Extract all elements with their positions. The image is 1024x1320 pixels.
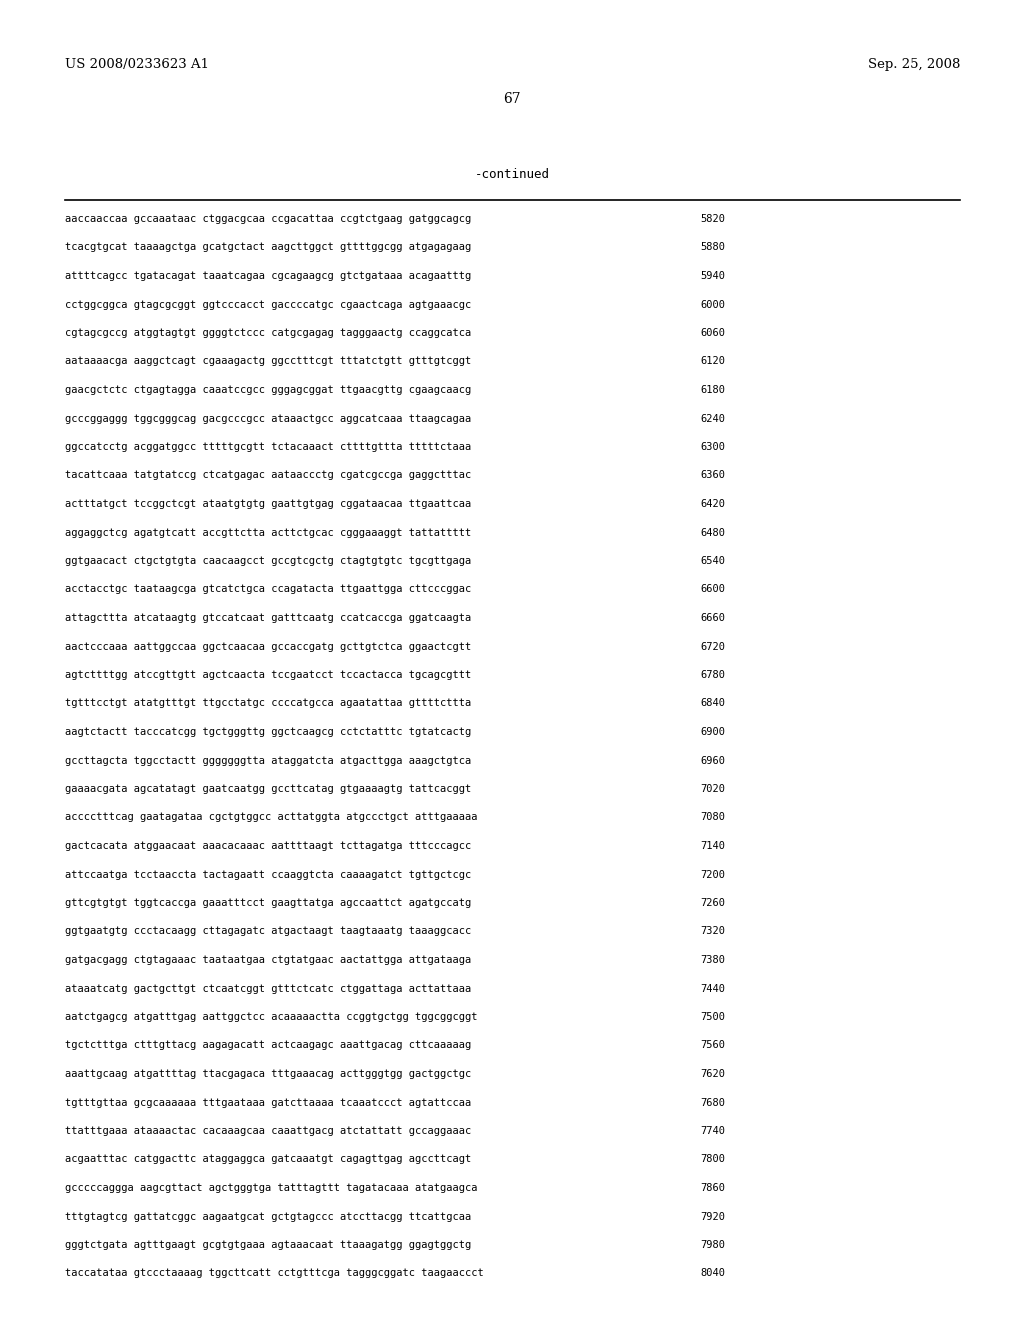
Text: 7740: 7740 xyxy=(700,1126,725,1137)
Text: attagcttta atcataagtg gtccatcaat gatttcaatg ccatcaccga ggatcaagta: attagcttta atcataagtg gtccatcaat gatttca… xyxy=(65,612,471,623)
Text: 5820: 5820 xyxy=(700,214,725,224)
Text: 6900: 6900 xyxy=(700,727,725,737)
Text: ggccatcctg acggatggcc tttttgcgtt tctacaaact cttttgttta tttttctaaa: ggccatcctg acggatggcc tttttgcgtt tctacaa… xyxy=(65,442,471,451)
Text: aactcccaaa aattggccaa ggctcaacaa gccaccgatg gcttgtctca ggaactcgtt: aactcccaaa aattggccaa ggctcaacaa gccaccg… xyxy=(65,642,471,652)
Text: 6720: 6720 xyxy=(700,642,725,652)
Text: 6120: 6120 xyxy=(700,356,725,367)
Text: aataaaacga aaggctcagt cgaaagactg ggcctttcgt tttatctgtt gtttgtcggt: aataaaacga aaggctcagt cgaaagactg ggccttt… xyxy=(65,356,471,367)
Text: 7800: 7800 xyxy=(700,1155,725,1164)
Text: 7860: 7860 xyxy=(700,1183,725,1193)
Text: tttgtagtcg gattatcggc aagaatgcat gctgtagccc atccttacgg ttcattgcaa: tttgtagtcg gattatcggc aagaatgcat gctgtag… xyxy=(65,1212,471,1221)
Text: 6600: 6600 xyxy=(700,585,725,594)
Text: 6960: 6960 xyxy=(700,755,725,766)
Text: agtcttttgg atccgttgtt agctcaacta tccgaatcct tccactacca tgcagcgttt: agtcttttgg atccgttgtt agctcaacta tccgaat… xyxy=(65,671,471,680)
Text: 7260: 7260 xyxy=(700,898,725,908)
Text: gggtctgata agtttgaagt gcgtgtgaaa agtaaacaat ttaaagatgg ggagtggctg: gggtctgata agtttgaagt gcgtgtgaaa agtaaac… xyxy=(65,1239,471,1250)
Text: Sep. 25, 2008: Sep. 25, 2008 xyxy=(867,58,961,71)
Text: 7500: 7500 xyxy=(700,1012,725,1022)
Text: 6000: 6000 xyxy=(700,300,725,309)
Text: 6240: 6240 xyxy=(700,413,725,424)
Text: ttatttgaaa ataaaactac cacaaagcaa caaattgacg atctattatt gccaggaaac: ttatttgaaa ataaaactac cacaaagcaa caaattg… xyxy=(65,1126,471,1137)
Text: 6540: 6540 xyxy=(700,556,725,566)
Text: attccaatga tcctaaccta tactagaatt ccaaggtcta caaaagatct tgttgctcgc: attccaatga tcctaaccta tactagaatt ccaaggt… xyxy=(65,870,471,879)
Text: 8040: 8040 xyxy=(700,1269,725,1279)
Text: aggaggctcg agatgtcatt accgttctta acttctgcac cgggaaaggt tattattttt: aggaggctcg agatgtcatt accgttctta acttctg… xyxy=(65,528,471,537)
Text: gaacgctctc ctgagtagga caaatccgcc gggagcggat ttgaacgttg cgaagcaacg: gaacgctctc ctgagtagga caaatccgcc gggagcg… xyxy=(65,385,471,395)
Text: 7560: 7560 xyxy=(700,1040,725,1051)
Text: 5940: 5940 xyxy=(700,271,725,281)
Text: 5880: 5880 xyxy=(700,243,725,252)
Text: 6420: 6420 xyxy=(700,499,725,510)
Text: 6180: 6180 xyxy=(700,385,725,395)
Text: tacattcaaa tatgtatccg ctcatgagac aataaccctg cgatcgccga gaggctttac: tacattcaaa tatgtatccg ctcatgagac aataacc… xyxy=(65,470,471,480)
Text: acccctttcag gaatagataa cgctgtggcc acttatggta atgccctgct atttgaaaaa: acccctttcag gaatagataa cgctgtggcc acttat… xyxy=(65,813,477,822)
Text: 7020: 7020 xyxy=(700,784,725,795)
Text: gttcgtgtgt tggtcaccga gaaatttcct gaagttatga agccaattct agatgccatg: gttcgtgtgt tggtcaccga gaaatttcct gaagtta… xyxy=(65,898,471,908)
Text: aagtctactt tacccatcgg tgctgggttg ggctcaagcg cctctatttc tgtatcactg: aagtctactt tacccatcgg tgctgggttg ggctcaa… xyxy=(65,727,471,737)
Text: -continued: -continued xyxy=(474,168,550,181)
Text: tcacgtgcat taaaagctga gcatgctact aagcttggct gttttggcgg atgagagaag: tcacgtgcat taaaagctga gcatgctact aagcttg… xyxy=(65,243,471,252)
Text: actttatgct tccggctcgt ataatgtgtg gaattgtgag cggataacaa ttgaattcaa: actttatgct tccggctcgt ataatgtgtg gaattgt… xyxy=(65,499,471,510)
Text: 67: 67 xyxy=(503,92,521,106)
Text: 7920: 7920 xyxy=(700,1212,725,1221)
Text: 6060: 6060 xyxy=(700,327,725,338)
Text: ggtgaatgtg ccctacaagg cttagagatc atgactaagt taagtaaatg taaaggcacc: ggtgaatgtg ccctacaagg cttagagatc atgacta… xyxy=(65,927,471,936)
Text: 7980: 7980 xyxy=(700,1239,725,1250)
Text: cctggcggca gtagcgcggt ggtcccacct gaccccatgc cgaactcaga agtgaaacgc: cctggcggca gtagcgcggt ggtcccacct gacccca… xyxy=(65,300,471,309)
Text: taccatataa gtccctaaaag tggcttcatt cctgtttcga tagggcggatc taagaaccct: taccatataa gtccctaaaag tggcttcatt cctgtt… xyxy=(65,1269,483,1279)
Text: ataaatcatg gactgcttgt ctcaatcggt gtttctcatc ctggattaga acttattaaa: ataaatcatg gactgcttgt ctcaatcggt gtttctc… xyxy=(65,983,471,994)
Text: tgctctttga ctttgttacg aagagacatt actcaagagc aaattgacag cttcaaaaag: tgctctttga ctttgttacg aagagacatt actcaag… xyxy=(65,1040,471,1051)
Text: gccttagcta tggcctactt gggggggtta ataggatcta atgacttgga aaagctgtca: gccttagcta tggcctactt gggggggtta ataggat… xyxy=(65,755,471,766)
Text: 7440: 7440 xyxy=(700,983,725,994)
Text: acgaatttac catggacttc ataggaggca gatcaaatgt cagagttgag agccttcagt: acgaatttac catggacttc ataggaggca gatcaaa… xyxy=(65,1155,471,1164)
Text: gaaaacgata agcatatagt gaatcaatgg gccttcatag gtgaaaagtg tattcacggt: gaaaacgata agcatatagt gaatcaatgg gccttca… xyxy=(65,784,471,795)
Text: tgtttgttaa gcgcaaaaaa tttgaataaa gatcttaaaa tcaaatccct agtattccaa: tgtttgttaa gcgcaaaaaa tttgaataaa gatctta… xyxy=(65,1097,471,1107)
Text: aaccaaccaa gccaaataac ctggacgcaa ccgacattaa ccgtctgaag gatggcagcg: aaccaaccaa gccaaataac ctggacgcaa ccgacat… xyxy=(65,214,471,224)
Text: aatctgagcg atgatttgag aattggctcc acaaaaactta ccggtgctgg tggcggcggt: aatctgagcg atgatttgag aattggctcc acaaaaa… xyxy=(65,1012,477,1022)
Text: 6480: 6480 xyxy=(700,528,725,537)
Text: 7380: 7380 xyxy=(700,954,725,965)
Text: 6660: 6660 xyxy=(700,612,725,623)
Text: 7140: 7140 xyxy=(700,841,725,851)
Text: gcccccaggga aagcgttact agctgggtga tatttagttt tagatacaaa atatgaagca: gcccccaggga aagcgttact agctgggtga tattta… xyxy=(65,1183,477,1193)
Text: 7200: 7200 xyxy=(700,870,725,879)
Text: 6780: 6780 xyxy=(700,671,725,680)
Text: gatgacgagg ctgtagaaac taataatgaa ctgtatgaac aactattgga attgataaga: gatgacgagg ctgtagaaac taataatgaa ctgtatg… xyxy=(65,954,471,965)
Text: gactcacata atggaacaat aaacacaaac aattttaagt tcttagatga tttcccagcc: gactcacata atggaacaat aaacacaaac aatttta… xyxy=(65,841,471,851)
Text: attttcagcc tgatacagat taaatcagaa cgcagaagcg gtctgataaa acagaatttg: attttcagcc tgatacagat taaatcagaa cgcagaa… xyxy=(65,271,471,281)
Text: 7320: 7320 xyxy=(700,927,725,936)
Text: gcccggaggg tggcgggcag gacgcccgcc ataaactgcc aggcatcaaa ttaagcagaa: gcccggaggg tggcgggcag gacgcccgcc ataaact… xyxy=(65,413,471,424)
Text: 7080: 7080 xyxy=(700,813,725,822)
Text: US 2008/0233623 A1: US 2008/0233623 A1 xyxy=(65,58,209,71)
Text: 7680: 7680 xyxy=(700,1097,725,1107)
Text: ggtgaacact ctgctgtgta caacaagcct gccgtcgctg ctagtgtgtc tgcgttgaga: ggtgaacact ctgctgtgta caacaagcct gccgtcg… xyxy=(65,556,471,566)
Text: tgtttcctgt atatgtttgt ttgcctatgc ccccatgcca agaatattaa gttttcttta: tgtttcctgt atatgtttgt ttgcctatgc ccccatg… xyxy=(65,698,471,709)
Text: 6840: 6840 xyxy=(700,698,725,709)
Text: cgtagcgccg atggtagtgt ggggtctccc catgcgagag tagggaactg ccaggcatca: cgtagcgccg atggtagtgt ggggtctccc catgcga… xyxy=(65,327,471,338)
Text: 6300: 6300 xyxy=(700,442,725,451)
Text: aaattgcaag atgattttag ttacgagaca tttgaaacag acttgggtgg gactggctgc: aaattgcaag atgattttag ttacgagaca tttgaaa… xyxy=(65,1069,471,1078)
Text: 7620: 7620 xyxy=(700,1069,725,1078)
Text: 6360: 6360 xyxy=(700,470,725,480)
Text: acctacctgc taataagcga gtcatctgca ccagatacta ttgaattgga cttcccggac: acctacctgc taataagcga gtcatctgca ccagata… xyxy=(65,585,471,594)
